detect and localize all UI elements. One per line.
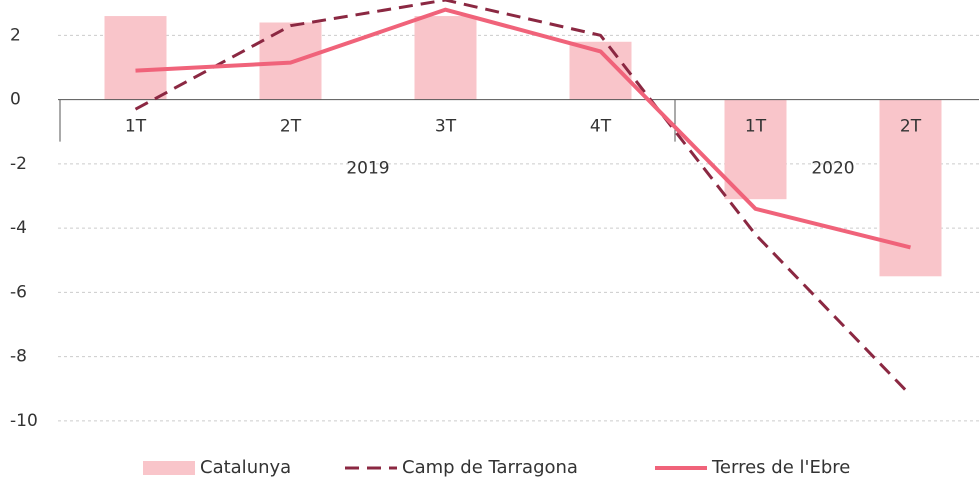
legend-label: Terres de l'Ebre xyxy=(711,457,850,478)
y-tick-label: -6 xyxy=(10,282,27,302)
lines xyxy=(134,0,912,397)
bar xyxy=(414,16,477,100)
bar xyxy=(724,99,787,200)
axis xyxy=(58,99,979,142)
legend-label: Camp de Tarragona xyxy=(402,457,578,478)
x-tick-label: 2T xyxy=(280,117,302,137)
legend-swatch xyxy=(143,461,195,475)
bar xyxy=(104,16,167,100)
legend: Catalunya Camp de Tarragona Terres de l'Eb… xyxy=(143,457,850,478)
line xyxy=(135,7,911,250)
x-tick-label: 2T xyxy=(900,117,922,137)
x-tick-label: 3T xyxy=(435,117,457,137)
group-label: 2020 xyxy=(811,159,854,179)
labels: 2 0 -2 -4 -6 -8 -10 1T 2T 3T 4T 1T 2T 2019 2020 xyxy=(10,25,922,431)
y-tick-label: -4 xyxy=(10,218,27,238)
y-tick-label: 0 xyxy=(10,90,21,110)
y-tick-label: -8 xyxy=(10,347,27,367)
x-tick-label: 1T xyxy=(125,117,147,137)
legend-label: Catalunya xyxy=(200,457,291,478)
y-tick-label: 2 xyxy=(10,25,21,45)
y-tick-label: -2 xyxy=(10,154,27,174)
x-tick-label: 1T xyxy=(745,117,767,137)
line xyxy=(134,0,912,397)
y-tick-label: -10 xyxy=(10,411,38,431)
x-tick-label: 4T xyxy=(590,117,612,137)
group-label: 2019 xyxy=(346,159,389,179)
bars xyxy=(104,16,942,277)
